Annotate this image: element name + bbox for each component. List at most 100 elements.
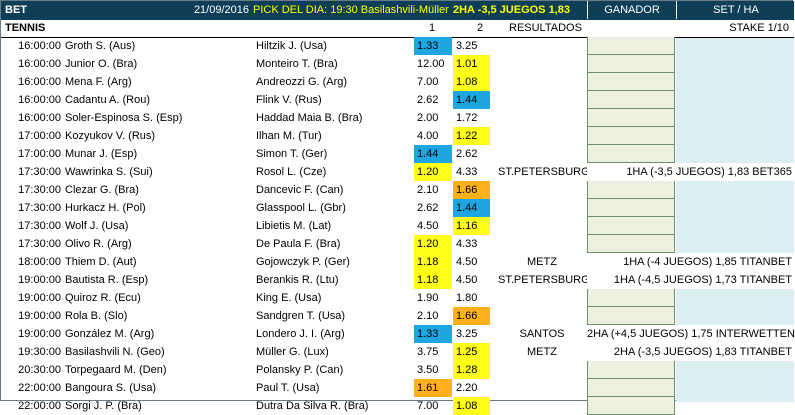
player-two: Andreozzi G. (Arg) <box>256 76 348 88</box>
set-ha-header: SET / HA <box>676 1 795 19</box>
match-time: 16:00:00 <box>18 58 61 70</box>
ganador-cell[interactable] <box>587 307 675 325</box>
match-row: 19:00:00 Rola B. (Slo) Sandgren T. (Usa) 2.… <box>1 307 794 325</box>
player-one: González M. (Arg) <box>65 328 155 340</box>
odds-player-two: 3.25 <box>456 40 478 52</box>
pick-text: 2HA (-3,5 JUEGOS) 1,83 TITANBET <box>587 343 794 361</box>
player-one: Wolf J. (Usa) <box>65 220 129 232</box>
result-tournament: SANTOS <box>519 328 565 340</box>
match-row: 17:30:00 Wawrinka S. (Sui) Rosol L. (Cze) 1… <box>1 163 794 181</box>
pick-text: 2HA (+4,5 JUEGOS) 1,75 INTERWETTEN <box>587 325 795 343</box>
match-row: 17:30:00 Olivo R. (Arg) De Paula F. (Bra) 1… <box>1 235 794 253</box>
odds-player-one: 7.00 <box>417 400 439 412</box>
ganador-cell[interactable] <box>587 145 675 163</box>
odds-player-one: 3.50 <box>417 364 439 376</box>
player-two: Paul T. (Usa) <box>256 382 320 394</box>
result-tournament <box>498 199 586 217</box>
pick-del-dia-label: PICK DEL DIA: 19:30 Basilashvili-Müller <box>253 4 449 16</box>
match-time: 17:30:00 <box>18 166 61 178</box>
odds-player-two: 4.33 <box>456 238 478 250</box>
result-tournament <box>498 37 586 55</box>
player-two: King E. (Usa) <box>256 292 322 304</box>
odds-player-two: 1.80 <box>456 292 478 304</box>
ganador-cell[interactable] <box>587 181 675 199</box>
odds-player-one: 2.62 <box>417 202 439 214</box>
match-time: 17:30:00 <box>18 202 61 214</box>
result-tournament: ST.PETERSBURG <box>498 166 590 178</box>
ganador-cell[interactable] <box>587 235 675 253</box>
odds-player-one: 1.33 <box>414 325 452 343</box>
odds-player-one: 1.61 <box>414 379 452 397</box>
stake-header: STAKE 1/10 <box>729 22 789 34</box>
player-two: Dutra Da Silva R. (Bra) <box>256 400 369 412</box>
odds-player-one: 1.20 <box>414 163 452 181</box>
ganador-cell[interactable] <box>587 397 675 415</box>
pick-text: 1HA (-4,5 JUEGOS) 1,73 TITANBET <box>587 271 794 289</box>
match-time: 19:00:00 <box>18 310 61 322</box>
ganador-cell[interactable] <box>587 361 675 379</box>
match-row: 19:00:00 González M. (Arg) Londero J. I. (… <box>1 325 795 343</box>
ganador-cell[interactable] <box>587 379 675 397</box>
match-time: 16:00:00 <box>18 76 61 88</box>
pick-text: 1HA (-3,5 JUEGOS) 1,83 BET365 <box>587 163 794 181</box>
ganador-header: GANADOR <box>587 1 676 19</box>
player-two: Libietis M. (Lat) <box>256 220 332 232</box>
player-one: Bangoura S. (Usa) <box>65 382 157 394</box>
odds-player-one: 1.18 <box>414 271 452 289</box>
odds-player-two: 2.20 <box>456 382 478 394</box>
match-time: 17:00:00 <box>18 148 61 160</box>
player-one: Hurkacz H. (Pol) <box>65 202 146 214</box>
player-one: Quiroz R. (Ecu) <box>65 292 141 304</box>
player-two: De Paula F. (Bra) <box>256 238 341 250</box>
match-row: 17:30:00 Clezar G. (Bra) Dancevic F. (Can)… <box>1 181 794 199</box>
pick-text: 1HA (-4 JUEGOS) 1,85 TITANBET <box>587 253 794 271</box>
ganador-cell[interactable] <box>587 217 675 235</box>
player-two: Polansky P. (Can) <box>256 364 344 376</box>
ganador-cell[interactable] <box>587 127 675 145</box>
match-time: 19:30:00 <box>18 346 61 358</box>
ganador-cell[interactable] <box>587 91 675 109</box>
player-one: Clezar G. (Bra) <box>65 184 139 196</box>
player-one: Groth S. (Aus) <box>65 40 136 52</box>
result-tournament <box>498 127 586 145</box>
odds-player-one: 1.18 <box>414 253 452 271</box>
result-tournament <box>498 379 586 397</box>
odds-player-one: 3.75 <box>417 346 439 358</box>
odds-col1-header: 1 <box>429 22 436 34</box>
player-one: Mena F. (Arg) <box>65 76 132 88</box>
odds-player-one: 12.00 <box>417 58 445 70</box>
player-two: Flink V. (Rus) <box>256 94 322 106</box>
result-tournament <box>498 397 586 415</box>
player-two: Rosol L. (Cze) <box>256 166 327 178</box>
result-tournament <box>498 181 586 199</box>
ganador-cell[interactable] <box>587 289 675 307</box>
ganador-cell[interactable] <box>587 37 675 55</box>
match-row: 16:00:00 Groth S. (Aus) Hiltzik J. (Usa) 1.… <box>1 37 794 55</box>
player-two: Simon T. (Ger) <box>256 148 328 160</box>
odds-player-one: 2.10 <box>417 184 439 196</box>
odds-player-two: 2.62 <box>456 148 478 160</box>
match-time: 17:30:00 <box>18 184 61 196</box>
player-two: Hiltzik J. (Usa) <box>256 40 327 52</box>
match-row: 18:00:00 Thiem D. (Aut) Gojowczyk P. (Ger)… <box>1 253 794 271</box>
match-row: 16:00:00 Soler-Espinosa S. (Esp) Haddad Ma… <box>1 109 794 127</box>
sport-label: TENNIS <box>5 22 46 34</box>
result-tournament: METZ <box>527 346 557 358</box>
ganador-cell[interactable] <box>587 55 675 73</box>
result-tournament <box>498 145 586 163</box>
result-tournament <box>498 307 586 325</box>
column-header-row: TENNIS 1 2 RESULTADOS STAKE 1/10 <box>1 20 794 38</box>
player-two: Londero J. I. (Arg) <box>256 328 345 340</box>
ganador-cell[interactable] <box>587 109 675 127</box>
result-tournament <box>498 55 586 73</box>
ganador-cell[interactable] <box>587 73 675 91</box>
player-two: Berankis R. (Ltu) <box>256 274 339 286</box>
odds-player-two: 1.22 <box>453 127 490 145</box>
odds-player-two: 3.25 <box>456 328 478 340</box>
player-two: Sandgren T. (Usa) <box>256 310 346 322</box>
odds-player-two: 1.08 <box>453 397 490 415</box>
header-bar: BET 21/09/2016 PICK DEL DIA: 19:30 Basil… <box>1 1 794 20</box>
match-time: 19:00:00 <box>18 328 61 340</box>
ganador-cell[interactable] <box>587 199 675 217</box>
